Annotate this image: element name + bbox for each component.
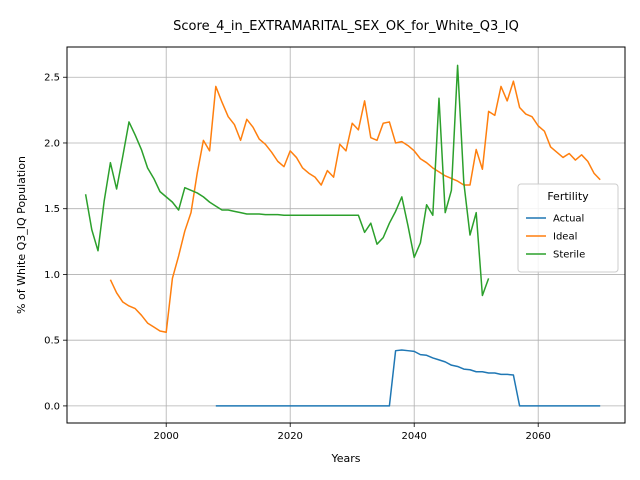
x-tick-label: 2040 — [401, 431, 426, 442]
legend: Fertility Actual Ideal Sterile — [518, 184, 618, 272]
legend-label-ideal: Ideal — [553, 232, 577, 243]
y-tick-label: 2.0 — [44, 138, 60, 149]
x-tick-label: 2020 — [277, 431, 302, 442]
chart-title: Score_4_in_EXTRAMARITAL_SEX_OK_for_White… — [173, 19, 519, 34]
y-tick-label: 2.5 — [44, 73, 60, 84]
x-tick-label: 2000 — [153, 431, 178, 442]
x-axis-label: Years — [330, 452, 360, 465]
y-tick-label: 0.0 — [44, 401, 60, 412]
x-tick-label: 2060 — [525, 431, 550, 442]
legend-title: Fertility — [547, 190, 589, 203]
y-tick-label: 0.5 — [44, 336, 60, 347]
legend-label-sterile: Sterile — [553, 250, 585, 261]
y-axis-label: % of White Q3_IQ Population — [15, 156, 28, 314]
y-tick-label: 1.0 — [44, 270, 60, 281]
legend-label-actual: Actual — [553, 214, 584, 225]
y-tick-label: 1.5 — [44, 204, 60, 215]
